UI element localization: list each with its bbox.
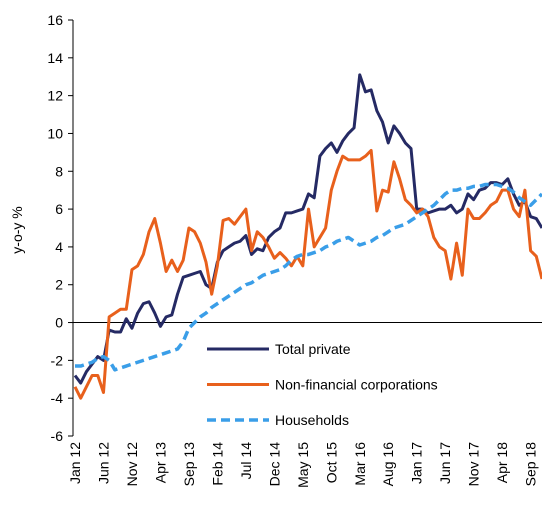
series-line	[73, 73, 542, 385]
series-line	[73, 148, 542, 400]
x-tick-label: Aug 16	[380, 442, 396, 487]
x-tick-label: Jun 17	[437, 442, 453, 484]
y-tick-label: 12	[47, 88, 63, 104]
y-tick-label: 16	[47, 12, 63, 28]
x-tick-label: Nov 12	[124, 442, 140, 487]
x-tick-label: Jan 17	[409, 442, 425, 484]
x-tick-label: Apr 13	[152, 442, 168, 483]
y-tick-label: -2	[51, 352, 64, 368]
x-tick-label: May 15	[295, 442, 311, 488]
x-tick-label: Feb 14	[209, 442, 225, 486]
y-tick-label: 4	[55, 239, 63, 255]
x-tick-label: Oct 15	[323, 442, 339, 483]
x-tick-label: Mar 16	[352, 442, 368, 486]
y-tick-label: 6	[55, 201, 63, 217]
x-tick-label: Sep 13	[181, 442, 197, 487]
x-tick-label: Jan 12	[67, 442, 83, 484]
y-tick-label: 2	[55, 277, 63, 293]
series-line	[75, 182, 542, 372]
x-tick-label: Nov 17	[466, 442, 482, 487]
legend-label: Total private	[275, 341, 351, 357]
y-tick-label: -6	[51, 428, 64, 444]
x-tick-label: Jul 14	[238, 442, 254, 480]
x-tick-label: Jun 12	[95, 442, 111, 484]
y-tick-label: 0	[55, 315, 63, 331]
legend-label: Non-financial corporations	[275, 377, 438, 393]
x-tick-label: Dec 14	[266, 442, 282, 487]
y-tick-label: 10	[47, 125, 63, 141]
x-tick-label: Sep 18	[523, 442, 539, 487]
y-tick-label: 14	[47, 50, 63, 66]
y-tick-label: -4	[51, 390, 64, 406]
y-axis-label: y-o-y %	[9, 206, 25, 253]
legend-label: Households	[275, 412, 349, 428]
x-tick-label: Apr 18	[494, 442, 510, 483]
y-tick-label: 8	[55, 163, 63, 179]
